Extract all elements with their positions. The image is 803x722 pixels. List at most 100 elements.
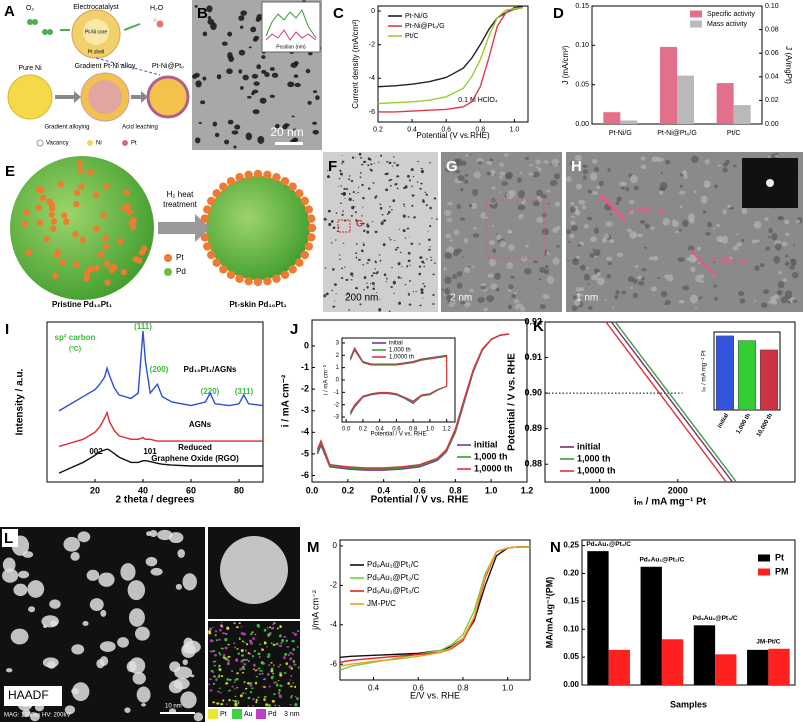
letter-box xyxy=(2,529,18,547)
speck xyxy=(596,277,605,286)
legend-label: Pt xyxy=(775,552,784,562)
speck xyxy=(340,192,344,195)
category-label: Pd₉Au₁@Pt₃/C xyxy=(693,615,738,622)
speck xyxy=(640,156,646,161)
category-label: JM-Pt/C xyxy=(756,638,781,645)
panel-letter: B xyxy=(197,5,208,22)
legend-label: Pt xyxy=(220,711,227,718)
speck xyxy=(348,197,352,201)
speck xyxy=(212,649,216,652)
speck xyxy=(641,268,647,272)
speck xyxy=(257,696,260,699)
category-label: Pd₉Au₁@Pt₂/C xyxy=(639,556,684,563)
y-tick-label: -4 xyxy=(301,427,309,437)
panel-f: G F 200 nm xyxy=(323,152,438,313)
label: 0.223 nm xyxy=(630,207,664,216)
legend-label: Pd xyxy=(268,711,277,718)
speck xyxy=(341,213,344,216)
speck xyxy=(395,183,398,185)
speck xyxy=(373,162,375,164)
x-tick-label: 0.4 xyxy=(377,486,390,496)
atom xyxy=(73,261,80,268)
speck xyxy=(539,266,546,273)
speck xyxy=(598,180,604,187)
speck xyxy=(428,248,431,251)
speck xyxy=(220,647,224,650)
speck xyxy=(367,187,371,190)
speck xyxy=(517,177,522,183)
atom xyxy=(235,274,244,283)
speck xyxy=(444,287,450,295)
speck xyxy=(289,704,292,706)
speck xyxy=(233,642,236,645)
speck xyxy=(18,570,30,579)
speck xyxy=(96,659,105,669)
atom xyxy=(123,189,130,196)
atom xyxy=(36,219,44,227)
speck xyxy=(362,242,364,244)
y-tick-label: -4 xyxy=(369,75,375,82)
speck xyxy=(687,245,695,251)
y-tick-label: 0.91 xyxy=(524,352,542,362)
y-tick-label: 0.92 xyxy=(524,316,542,326)
speck xyxy=(222,656,226,659)
particle xyxy=(88,80,122,114)
speck xyxy=(252,637,256,640)
speck xyxy=(638,280,645,286)
atom xyxy=(76,160,83,167)
speck xyxy=(367,164,370,167)
molecule xyxy=(156,20,164,28)
speck xyxy=(339,254,341,256)
speck xyxy=(252,109,260,115)
speck xyxy=(792,244,795,247)
speck xyxy=(224,632,228,635)
speck xyxy=(390,209,393,211)
speck xyxy=(517,204,526,211)
speck xyxy=(552,257,560,265)
label: Acid leaching xyxy=(122,125,158,131)
x-tick-label: 0.0 xyxy=(306,486,319,496)
speck xyxy=(244,649,247,652)
speck xyxy=(410,242,414,245)
speck xyxy=(245,658,249,661)
x-axis-label: Potential (V vs.RHE) xyxy=(416,131,490,140)
x-tick-label: 0.6 xyxy=(392,426,401,432)
speck xyxy=(698,297,701,300)
speck xyxy=(375,272,378,275)
atom xyxy=(49,204,56,212)
speck xyxy=(332,226,336,230)
atom xyxy=(104,279,111,286)
speck xyxy=(229,678,232,681)
speck xyxy=(218,668,222,671)
speck xyxy=(721,235,729,244)
atom xyxy=(307,223,317,233)
speck xyxy=(465,306,468,309)
speck xyxy=(671,220,680,228)
speck xyxy=(488,161,493,166)
atom xyxy=(280,270,290,279)
speck xyxy=(263,698,266,701)
scale-bar xyxy=(275,142,303,145)
speck xyxy=(396,187,399,190)
speck xyxy=(13,583,28,597)
speck xyxy=(575,183,583,190)
speck xyxy=(774,242,782,251)
legend-label: Pd₉Au₁@Pt₁/C xyxy=(367,560,419,569)
speck xyxy=(777,271,782,275)
speck xyxy=(425,193,428,196)
legend-swatch xyxy=(164,268,172,276)
legend-label: initial xyxy=(389,341,403,347)
speck xyxy=(64,705,76,715)
speck xyxy=(243,641,246,644)
speck xyxy=(213,664,216,667)
speck xyxy=(335,293,337,294)
chart: 20 40 60 80 2 theta / degrees Intensity / a.u… xyxy=(5,321,264,506)
speck xyxy=(231,670,233,673)
atom xyxy=(87,266,94,273)
legend-label: 1,0000 th xyxy=(389,355,414,361)
speck xyxy=(487,273,494,278)
atom xyxy=(288,265,297,274)
particle xyxy=(7,74,53,120)
atom xyxy=(200,214,210,223)
speck xyxy=(257,652,261,656)
